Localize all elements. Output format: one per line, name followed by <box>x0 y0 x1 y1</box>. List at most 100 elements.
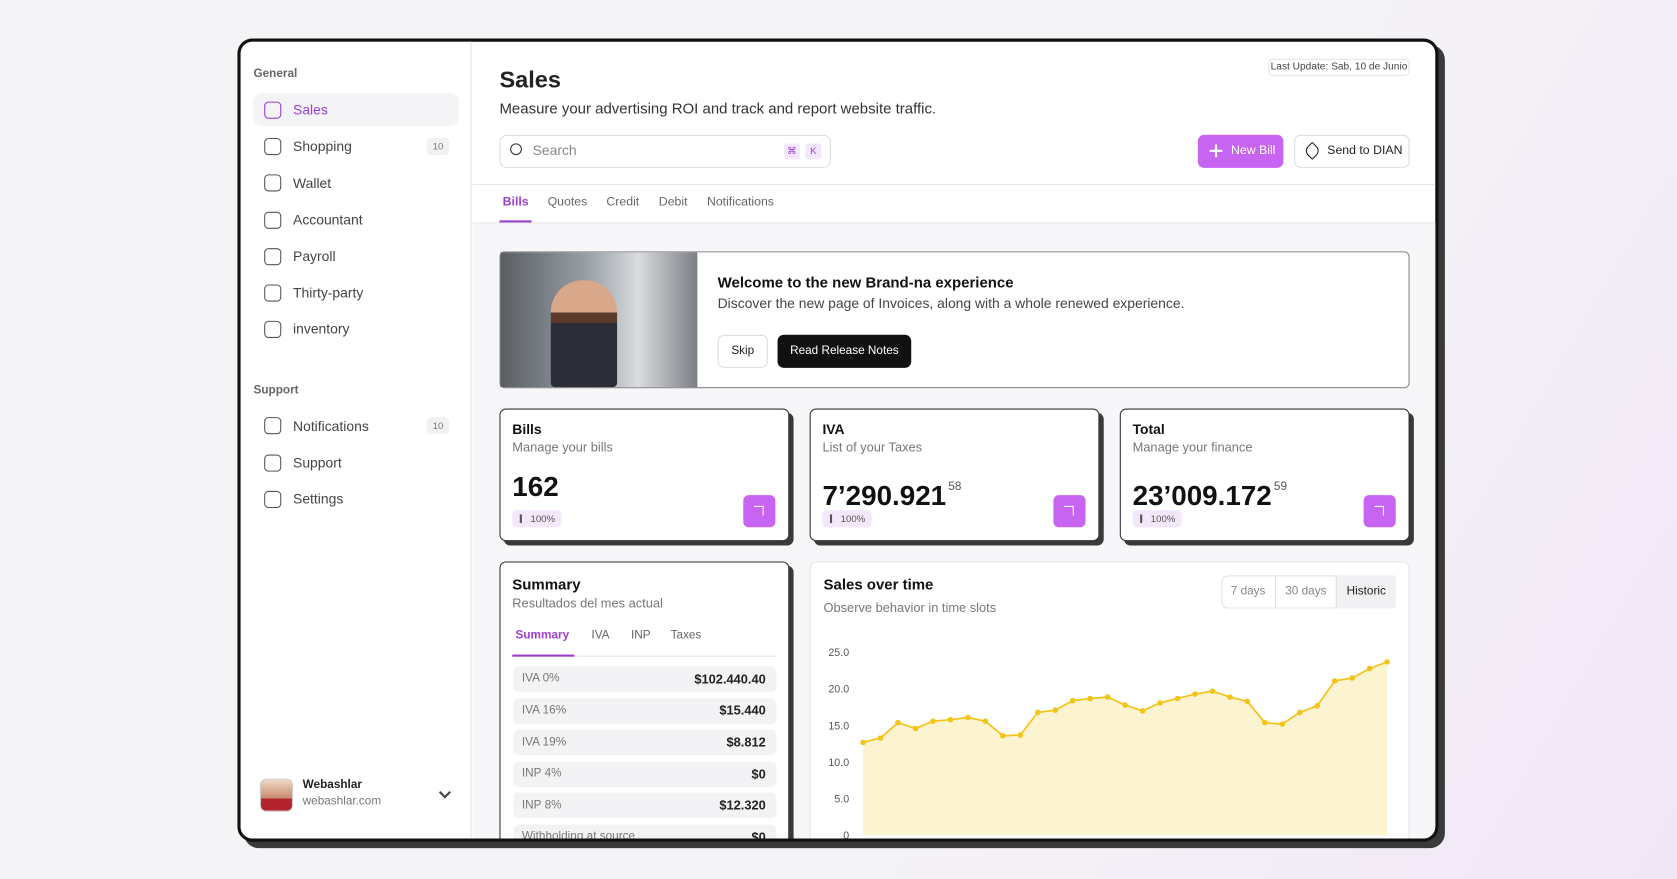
divider <box>472 183 1436 186</box>
search-box[interactable] <box>499 134 832 168</box>
banner-title: Welcome to the new Brand-na experience <box>717 273 1014 291</box>
row-value: $0 <box>751 829 766 842</box>
release-notes-button[interactable]: Read Release Notes <box>777 334 912 368</box>
nav-item[interactable]: Shopping <box>293 138 352 155</box>
summary-tab-line <box>512 655 777 657</box>
last-update: Last Update: Sab, 10 de Junio <box>1268 58 1410 76</box>
tab-underline <box>499 220 532 223</box>
icon <box>264 138 282 156</box>
chart-title: Sales over time <box>823 574 934 593</box>
tab[interactable]: Debit <box>658 195 688 209</box>
range-button[interactable]: Historic <box>1335 575 1396 609</box>
summary-row <box>513 729 777 756</box>
tab[interactable]: Quotes <box>547 195 588 209</box>
nav-item[interactable]: Thirty-party <box>293 284 364 301</box>
arrow-icon <box>753 505 764 516</box>
nav-item[interactable]: Wallet <box>293 174 332 192</box>
row-label: INP 8% <box>521 798 562 812</box>
card-value: 23’009.172 59 <box>1133 468 1287 513</box>
summary-row <box>513 697 777 724</box>
up-arrow <box>829 514 832 523</box>
user-site: webashlar.com <box>302 795 382 808</box>
card-arrow-button[interactable] <box>743 495 776 528</box>
card-subtitle: List of your Taxes <box>822 439 923 455</box>
tab[interactable]: Bills <box>502 195 529 209</box>
nav-item[interactable]: Sales <box>293 101 328 118</box>
change-badge: 100% <box>822 510 872 528</box>
row-label: Withholding at source <box>521 830 636 842</box>
card-arrow-button[interactable] <box>1053 495 1086 528</box>
up-arrow <box>1140 514 1142 523</box>
row-label: IVA 19% <box>521 735 567 749</box>
card-title: Bills <box>512 421 542 438</box>
tab[interactable]: Credit <box>606 195 640 209</box>
card-arrow-button[interactable] <box>1363 495 1396 528</box>
row-label: IVA 0% <box>521 672 560 685</box>
avatar <box>259 778 294 812</box>
row-value: $12.320 <box>719 798 766 814</box>
summary-tab[interactable]: INP <box>631 629 651 643</box>
badge: 10 <box>426 417 450 435</box>
icon <box>264 490 282 508</box>
icon <box>264 101 282 119</box>
summary-tab[interactable]: Taxes <box>670 629 702 643</box>
app-content: 0 5.0 10.0 15.0 20.0 25.0 General Sales Shoppin… <box>240 41 1436 842</box>
summary-tab[interactable]: Summary <box>515 629 570 643</box>
summary-tab-underline <box>512 654 575 657</box>
send-button[interactable]: Send to DIAN <box>1294 134 1410 168</box>
icon <box>264 174 282 192</box>
shortcut-key: K <box>805 143 822 160</box>
summary-title: Summary <box>512 574 581 593</box>
icon <box>264 284 282 302</box>
range-button[interactable]: 30 days <box>1274 575 1336 609</box>
summary-row <box>513 824 777 839</box>
shortcut-key: ⌘ <box>783 143 800 160</box>
search-placeholder: Search <box>532 142 577 159</box>
icon <box>264 211 282 229</box>
row-label: IVA 16% <box>521 703 567 717</box>
nav-active-bg <box>253 93 459 127</box>
card-cents: 59 <box>1273 480 1288 494</box>
card-subtitle: Manage your finance <box>1132 439 1253 455</box>
summary-tab[interactable]: IVA <box>591 629 610 643</box>
range-button[interactable]: 7 days <box>1230 585 1266 598</box>
section-title: Support <box>253 383 299 397</box>
app-window: 0 5.0 10.0 15.0 20.0 25.0 General Sales Shoppin… <box>237 38 1439 842</box>
summary-subtitle: Resultados del mes actual <box>512 595 663 611</box>
arrow-icon <box>1374 505 1384 516</box>
nav-item[interactable]: inventory <box>293 321 350 338</box>
nav-item[interactable]: Settings <box>293 490 344 507</box>
card-value: 7’290.921 58 <box>822 468 961 513</box>
icon <box>264 454 282 472</box>
nav-item[interactable]: Notifications <box>293 417 369 434</box>
row-label: INP 4% <box>521 767 562 780</box>
nav-item[interactable]: Accountant <box>293 211 363 228</box>
divider <box>472 222 1436 224</box>
card-title: Total <box>1132 421 1165 438</box>
row-value: $102.440.40 <box>694 671 766 687</box>
user-name: Webashlar <box>302 779 362 792</box>
row-value: $15.440 <box>719 703 766 719</box>
summary-row <box>513 666 777 692</box>
summary-row <box>513 792 777 819</box>
page-subtitle: Measure your advertising ROI and track a… <box>499 99 937 117</box>
change-badge: 100% <box>1132 510 1182 528</box>
nav-item[interactable]: Payroll <box>293 248 336 265</box>
row-value: $0 <box>751 766 766 782</box>
card-amount: 23’009.172 <box>1132 479 1272 512</box>
icon <box>264 247 282 266</box>
tab[interactable]: Notifications <box>706 195 774 209</box>
card-amount: 7’290.921 <box>822 479 947 512</box>
arrow-icon <box>1064 505 1074 516</box>
skip-button[interactable]: Skip <box>717 334 768 368</box>
card-amount: 162 <box>512 470 559 503</box>
search-icon <box>510 143 522 156</box>
badge: 10 <box>426 138 450 156</box>
plus-icon <box>1209 144 1223 158</box>
nav-item[interactable]: Support <box>293 454 342 471</box>
banner-person <box>550 280 618 388</box>
banner-text: Discover the new page of Invoices, along… <box>717 295 1185 312</box>
chart-subtitle: Observe behavior in time slots <box>823 599 997 615</box>
icon <box>264 417 282 435</box>
